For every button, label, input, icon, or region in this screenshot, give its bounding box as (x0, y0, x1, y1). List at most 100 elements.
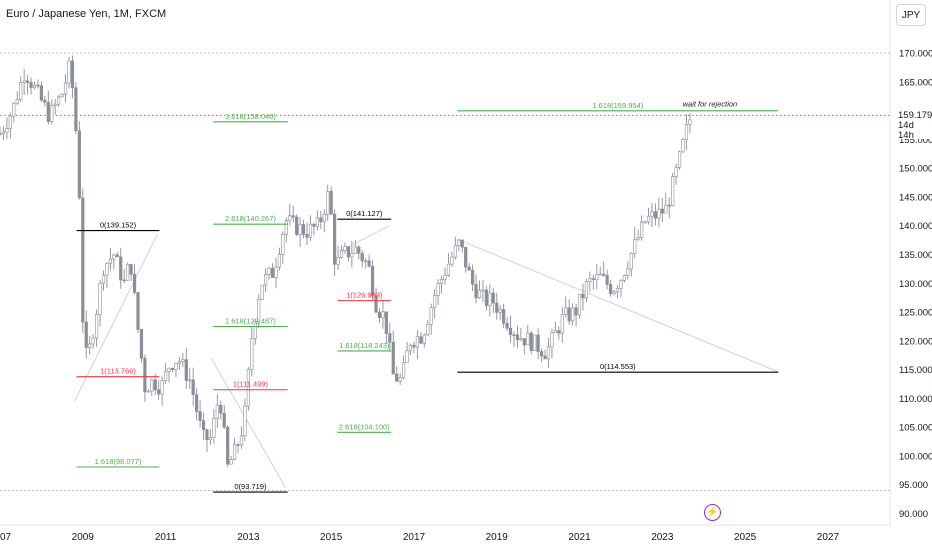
candle (515, 325, 520, 348)
x-tick-label: 2025 (734, 532, 757, 543)
candle-body (12, 102, 16, 117)
fib-level-label: 1(113.766) (100, 367, 136, 376)
candle-body (529, 332, 533, 351)
candle-body (367, 260, 371, 267)
candle (508, 315, 513, 343)
candle-body (546, 346, 551, 360)
candle-body (453, 245, 457, 258)
candle (526, 324, 530, 346)
candle-body (619, 280, 623, 289)
candle (640, 215, 644, 241)
candle-body (108, 258, 112, 264)
candle (346, 246, 351, 262)
candle-body (146, 390, 150, 393)
candle-body (305, 233, 309, 238)
candle (453, 236, 457, 260)
candle (288, 203, 292, 226)
candle-body (433, 295, 437, 308)
candle-body (339, 250, 344, 258)
candle (201, 412, 206, 441)
candle (243, 398, 247, 441)
candle (619, 279, 623, 298)
candle (426, 320, 430, 337)
dotted-levels (0, 52, 890, 491)
candle (464, 246, 468, 273)
candle (84, 310, 88, 359)
candle (598, 266, 602, 276)
candle-body (236, 444, 240, 446)
candle-body (508, 327, 513, 335)
candle (439, 276, 444, 294)
candle-body (157, 389, 161, 395)
candle (132, 263, 137, 295)
candle-body (239, 435, 244, 446)
candle (188, 368, 192, 390)
x-tick-label: 2023 (651, 532, 674, 543)
candle (264, 268, 268, 293)
x-tick-label: 2013 (237, 532, 260, 543)
candle-body (29, 82, 33, 88)
candle (19, 76, 23, 103)
candle (405, 341, 409, 364)
candle-body (250, 338, 254, 370)
candle (308, 215, 313, 241)
currency-button[interactable]: JPY (896, 4, 926, 26)
candle (333, 209, 337, 276)
candle (633, 227, 637, 259)
candle-body (353, 246, 357, 254)
candle (377, 308, 382, 324)
candle-body (246, 368, 250, 407)
y-tick-label: 120.000 (899, 336, 932, 347)
candle (0, 126, 2, 136)
fib-level-label: 0(93.719) (234, 482, 267, 491)
candle (260, 284, 264, 301)
candle (612, 289, 616, 296)
candle-body (226, 426, 230, 465)
candle (529, 330, 533, 355)
candle-body (163, 371, 168, 381)
candle (270, 263, 275, 278)
y-tick-label: 130.000 (899, 279, 932, 290)
candle (25, 75, 30, 95)
candle-body (598, 273, 602, 276)
candle (412, 341, 416, 354)
candle-body (550, 332, 554, 348)
candle (315, 210, 319, 231)
candle-body (574, 307, 578, 316)
candle (684, 114, 689, 150)
candle-body (91, 337, 95, 345)
candle (522, 338, 526, 355)
candle (94, 309, 99, 347)
candle-body (591, 278, 595, 280)
candle-body (415, 336, 420, 348)
candle-body (119, 256, 123, 281)
candle (143, 354, 147, 402)
candle-body (208, 437, 213, 441)
candle-body (167, 368, 171, 372)
candle (395, 366, 399, 383)
annotations: wait for rejection (683, 100, 738, 109)
candle (36, 79, 40, 89)
candle-body (53, 103, 57, 106)
candle (553, 321, 557, 333)
candle-body (388, 333, 392, 343)
candle (491, 288, 495, 314)
candle-body (381, 311, 385, 318)
candle-body (512, 334, 516, 336)
candle (184, 348, 188, 389)
candle-body (88, 343, 92, 348)
candle (626, 261, 630, 280)
candle (584, 279, 589, 303)
candle (384, 311, 388, 345)
candle-body (139, 329, 144, 359)
candle (653, 203, 658, 226)
candle (181, 352, 185, 368)
candle (343, 242, 347, 254)
candle (1, 126, 6, 141)
candle-body (439, 279, 444, 284)
candle-body (267, 267, 271, 275)
candle (139, 328, 144, 363)
lightning-icon[interactable]: ⚡ (704, 504, 721, 521)
candle-body (201, 420, 206, 430)
